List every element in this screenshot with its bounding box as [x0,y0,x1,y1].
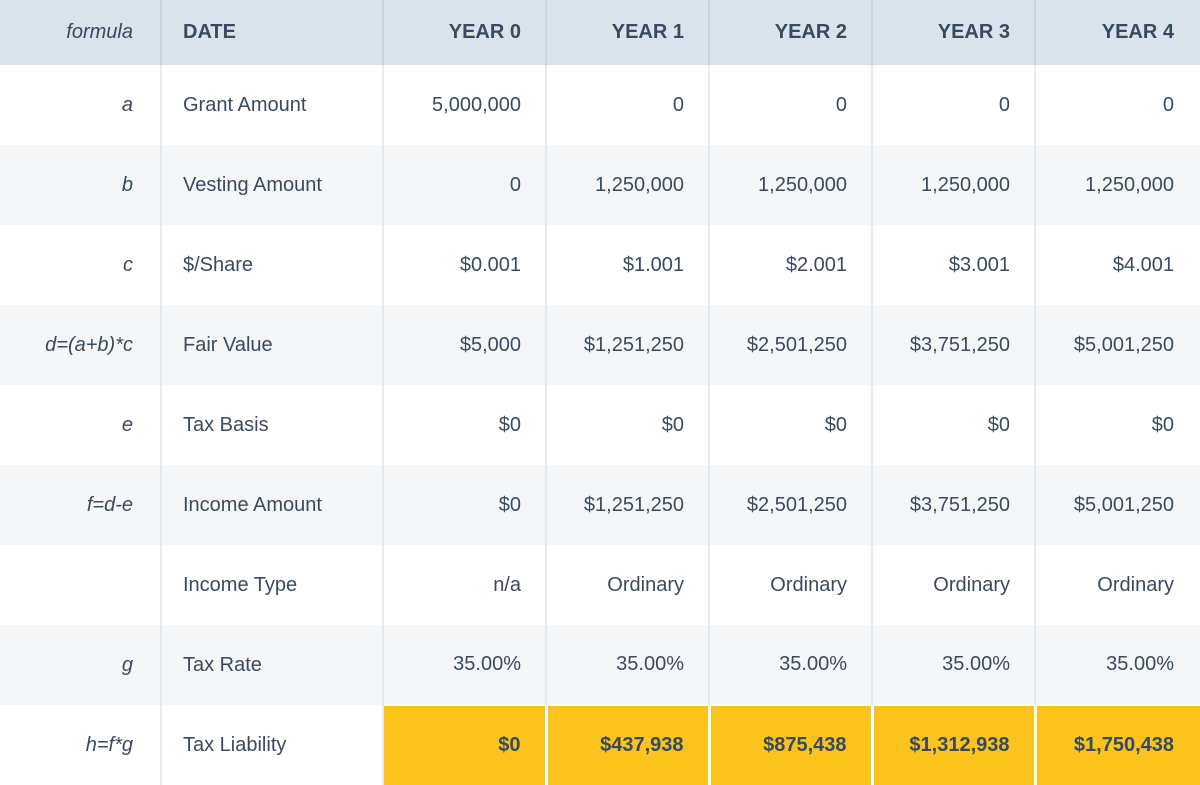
table-cell: 35.00% [709,625,873,705]
table-cell: $3,751,250 [872,305,1036,385]
row-formula [0,545,162,625]
table-cell: 1,250,000 [546,145,710,225]
table-cell: 0 [709,65,873,145]
table-row: Income Type n/a Ordinary Ordinary Ordina… [0,545,1200,625]
table-cell: $0 [383,385,547,465]
date-header: DATE [161,0,384,65]
highlighted-cell: $1,750,438 [1035,704,1200,785]
table-row: d=(a+b)*c Fair Value $5,000 $1,251,250 $… [0,305,1200,385]
table-cell: n/a [383,545,547,625]
table-cell: 35.00% [872,625,1036,705]
table-cell: $0 [546,385,710,465]
row-label: $/Share [161,225,384,305]
tax-liability-row: h=f*g Tax Liability $0 $437,938 $875,438… [0,704,1200,785]
table-cell: $0.001 [383,225,547,305]
row-formula: h=f*g [0,705,162,785]
row-formula: g [0,625,162,705]
table-cell: $4.001 [1112,253,1174,276]
table-cell: $1,251,250 [546,305,710,385]
row-label: Grant Amount [161,65,384,145]
table-cell: 35.00% [546,625,710,705]
row-formula: a [0,65,162,145]
table-cell: Ordinary [872,545,1036,625]
row-formula: c [0,225,162,305]
highlighted-cell: $0 [383,704,548,785]
table-cell: $0 [872,385,1036,465]
table-cell: 1,250,000 [872,145,1036,225]
table-cell: $2,501,250 [709,465,873,545]
table-cell: 5,000,000 [383,65,547,145]
row-formula: b [0,145,162,225]
row-label: Tax Rate [161,625,384,705]
row-label: Income Amount [161,465,384,545]
row-label: Income Type [161,545,384,625]
table-cell: 0 [1162,93,1174,116]
table-cell: $5,001,250 [1073,493,1174,516]
table-cell: Ordinary [709,545,873,625]
highlighted-cell: $437,938 [546,704,711,785]
row-formula: e [0,385,162,465]
table-row: g Tax Rate 35.00% 35.00% 35.00% 35.00% 3… [0,625,1200,705]
year-0-header: YEAR 0 [383,0,547,65]
table-row: a Grant Amount 5,000,000 0 0 0 0 [0,65,1200,145]
year-4-header: YEAR 4 [1101,21,1174,43]
table-cell: 35.00% [383,625,547,705]
table-cell: $5,001,250 [1073,333,1174,356]
table-cell: 1,250,000 [1085,173,1174,196]
table-cell: 0 [383,145,547,225]
table-cell: $5,000 [383,305,547,385]
year-3-header: YEAR 3 [872,0,1036,65]
table-row: f=d-e Income Amount $0 $1,251,250 $2,501… [0,465,1200,545]
table-cell: Ordinary [1097,573,1174,596]
row-label: Vesting Amount [161,145,384,225]
row-formula: d=(a+b)*c [0,305,162,385]
table-cell: $3.001 [872,225,1036,305]
row-label: Fair Value [161,305,384,385]
table-cell: $0 [709,385,873,465]
table-cell: $2.001 [709,225,873,305]
row-label: Tax Liability [161,705,384,785]
year-2-header: YEAR 2 [709,0,873,65]
table-cell: 0 [546,65,710,145]
row-label: Tax Basis [161,385,384,465]
table-row: c $/Share $0.001 $1.001 $2.001 $3.001 $4… [0,225,1200,305]
table-cell: $0 [1151,413,1174,436]
highlighted-cell: $875,438 [709,704,874,785]
highlighted-cell: $1,312,938 [872,704,1037,785]
row-formula: f=d-e [0,465,162,545]
table-cell: $1,251,250 [546,465,710,545]
table-cell: $3,751,250 [872,465,1036,545]
table-cell: 35.00% [1106,653,1174,675]
table-cell: $1.001 [546,225,710,305]
table-cell: $0 [383,465,547,545]
table-cell: Ordinary [546,545,710,625]
year-1-header: YEAR 1 [546,0,710,65]
table-cell: 1,250,000 [709,145,873,225]
table-row: e Tax Basis $0 $0 $0 $0 $0 [0,385,1200,465]
table-cell: 0 [872,65,1036,145]
table-row: b Vesting Amount 0 1,250,000 1,250,000 1… [0,145,1200,225]
formula-header: formula [0,0,162,65]
table-cell: $2,501,250 [709,305,873,385]
header-row: formula DATE YEAR 0 YEAR 1 YEAR 2 YEAR 3… [0,0,1200,65]
